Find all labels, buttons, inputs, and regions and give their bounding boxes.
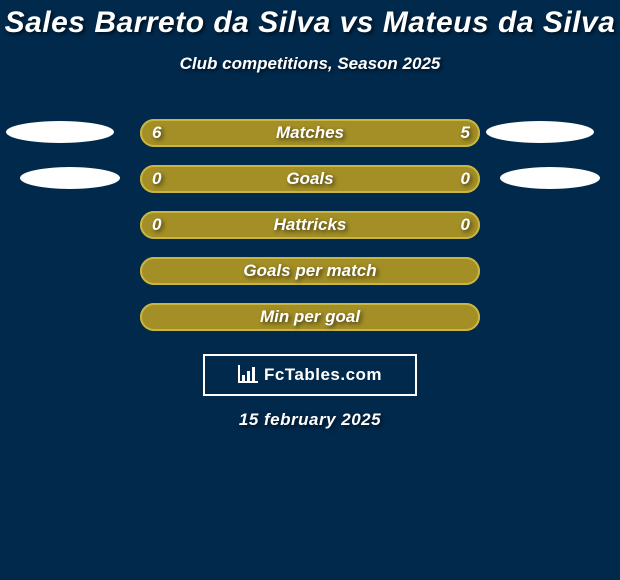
stat-value-left: 0 xyxy=(152,167,161,191)
footer-date: 15 february 2025 xyxy=(0,410,620,430)
bar-chart-icon xyxy=(238,365,258,388)
stat-label: Goals xyxy=(140,167,480,191)
subtitle: Club competitions, Season 2025 xyxy=(0,54,620,74)
stats-chart: Matches65Goals00Hattricks00Goals per mat… xyxy=(0,110,620,340)
left-ellipse xyxy=(20,167,120,189)
stat-value-right: 0 xyxy=(461,213,470,237)
stat-label: Hattricks xyxy=(140,213,480,237)
stat-row: Min per goal xyxy=(0,294,620,340)
stat-value-left: 6 xyxy=(152,121,161,145)
stat-row: Goals per match xyxy=(0,248,620,294)
left-ellipse xyxy=(6,121,114,143)
right-ellipse xyxy=(486,121,594,143)
brand-box: FcTables.com xyxy=(203,354,417,396)
stat-value-right: 0 xyxy=(461,167,470,191)
stat-row: Hattricks0 0 xyxy=(0,202,620,248)
stat-value-left: 0 xyxy=(152,213,161,237)
stat-label: Matches xyxy=(140,121,480,145)
stat-label: Goals per match xyxy=(140,259,480,283)
stat-label: Min per goal xyxy=(140,305,480,329)
right-ellipse xyxy=(500,167,600,189)
page-title: Sales Barreto da Silva vs Mateus da Silv… xyxy=(0,0,620,40)
comparison-infographic: Sales Barreto da Silva vs Mateus da Silv… xyxy=(0,0,620,580)
stat-value-right: 5 xyxy=(461,121,470,145)
stat-row: Matches6 5 xyxy=(0,110,620,156)
brand-text: FcTables.com xyxy=(264,365,382,385)
stat-row: Goals0 0 xyxy=(0,156,620,202)
